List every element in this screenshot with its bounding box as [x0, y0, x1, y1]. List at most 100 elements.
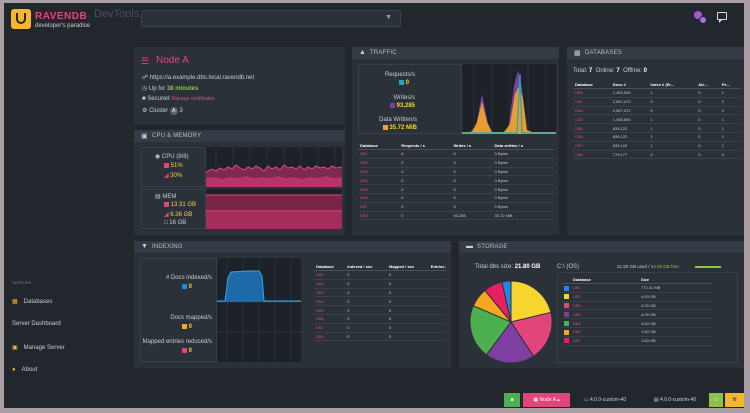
database-link[interactable]: DB3	[573, 114, 611, 125]
database-link[interactable]: DB3	[571, 301, 640, 311]
database-link[interactable]: DB8	[358, 211, 400, 221]
sidebar-item-databases[interactable]: ▦ Databases	[12, 298, 52, 305]
database-link[interactable]: DB2	[573, 88, 611, 98]
ravendb-logo[interactable]	[11, 9, 31, 29]
database-link[interactable]: DB5	[314, 305, 346, 315]
docs-mapped-value: 0	[188, 324, 192, 331]
cluster-nodes-icon[interactable]	[694, 11, 707, 24]
column-header[interactable]: Writes / s	[451, 142, 493, 150]
studio-version[interactable]: ▤ 4.0.0-custom-40	[645, 393, 705, 407]
panel-header: ▼ INDEXING	[134, 241, 451, 253]
table-row: DB2 1,406,594 1 0 1	[573, 88, 741, 98]
notifications-icon[interactable]	[717, 12, 727, 23]
column-header[interactable]: Database	[358, 142, 400, 150]
column-header[interactable]: Requests / s	[399, 142, 452, 150]
database-link[interactable]: DB6	[573, 132, 611, 142]
settings-button[interactable]: ⚒	[725, 393, 744, 407]
writes-value: 93,285	[396, 103, 415, 110]
node-panel: ☰ Node A ☍ https://a.example.dbs.local.r…	[134, 47, 345, 125]
database-link[interactable]: DB3	[358, 167, 400, 177]
column-header[interactable]: Entries reduced / sec	[428, 263, 446, 271]
column-header[interactable]: Docs #	[610, 81, 649, 89]
sidebar-item-about[interactable]: ● About	[12, 367, 37, 373]
table-cell: 1	[648, 88, 697, 98]
table-cell: 1.63 GB	[639, 336, 712, 346]
database-link[interactable]: DB2	[314, 279, 346, 289]
database-link[interactable]: DB8	[573, 150, 611, 160]
table-cell: 772.31 MB	[639, 283, 712, 293]
database-link[interactable]: DB4	[571, 309, 640, 320]
security-status-button[interactable]: ■	[504, 393, 520, 407]
column-header[interactable]: Indexed / sec	[345, 263, 388, 271]
database-link[interactable]: DB7	[573, 141, 611, 151]
top-bar: RAVENDB DevTools. developer's paradise ▼	[4, 3, 744, 35]
column-header[interactable]: Database	[571, 276, 640, 284]
database-link[interactable]: DB8	[314, 332, 346, 342]
column-header[interactable]: Database	[314, 263, 346, 271]
column-header[interactable]: Database	[573, 81, 611, 89]
database-link[interactable]: DB6	[358, 193, 400, 203]
table-cell	[428, 314, 446, 324]
storage-list-frame	[557, 272, 738, 363]
sidebar-item-server-dashboard[interactable]: Server Dashboard	[12, 321, 61, 327]
feedback-button[interactable]: □	[709, 393, 723, 407]
database-link[interactable]: DB2	[571, 292, 640, 302]
pie-slice[interactable]	[510, 280, 552, 323]
node-status-button[interactable]: ▣ Node A ▴	[523, 393, 570, 407]
column-header[interactable]: Data written / s	[492, 142, 554, 150]
table-cell: 0	[451, 149, 493, 159]
pie-slice[interactable]	[501, 280, 512, 323]
database-link[interactable]: DB4	[573, 106, 611, 116]
database-link[interactable]: DB6	[571, 327, 640, 337]
pie-slice[interactable]	[510, 311, 553, 357]
series-color-swatch	[564, 338, 569, 344]
database-link[interactable]: DB3	[314, 288, 346, 298]
table-cell: 0	[451, 158, 493, 168]
table-cell: 0	[387, 314, 429, 324]
pie-slice[interactable]	[485, 321, 535, 364]
storage-pie-chart	[469, 280, 553, 364]
database-select[interactable]: ▼	[141, 10, 401, 27]
table-cell: 2,567,472	[610, 97, 649, 107]
cpu-chart	[205, 147, 343, 187]
database-link[interactable]: DB1	[358, 149, 400, 159]
database-link[interactable]: DB7	[314, 323, 346, 333]
reduced-label: Mapped entries reduced/s	[142, 339, 212, 345]
table-cell: 0	[399, 175, 452, 186]
total-label: Total:	[573, 68, 588, 74]
node-url[interactable]: https://a.example.dbs.local.ravendb.net	[149, 75, 255, 81]
column-header[interactable]: Pe...	[719, 81, 741, 89]
table-cell: 0	[399, 149, 452, 159]
database-link[interactable]: DB4	[358, 175, 400, 186]
column-header[interactable]: Index # (Er...	[648, 81, 697, 89]
table-row: DB6 0 0 0 Bytes	[358, 193, 554, 203]
table-cell: 1	[648, 141, 697, 151]
column-header[interactable]: Ale...	[696, 81, 720, 89]
database-link[interactable]: DB7	[358, 202, 400, 212]
sidebar-item-manage-server[interactable]: ▣ Manage Server	[12, 344, 65, 351]
database-link[interactable]: DB5	[358, 184, 400, 194]
docs-indexed-label: # Docs indexed/s	[165, 275, 212, 281]
database-link[interactable]: DB1	[571, 283, 640, 293]
database-link[interactable]: DB2	[358, 158, 400, 168]
node-url-row: ☍ https://a.example.dbs.local.ravendb.ne…	[142, 74, 254, 81]
panel-title: STORAGE	[477, 244, 508, 250]
database-link[interactable]: DB6	[314, 314, 346, 324]
server-version[interactable]: ▭ 4.0.0-custom-40	[575, 393, 635, 407]
manage-certificates-link[interactable]: Manage certificates	[171, 96, 215, 102]
offline-count: 0	[643, 68, 647, 74]
database-link[interactable]: DB5	[573, 123, 611, 133]
database-link[interactable]: DB4	[314, 296, 346, 307]
table-cell: 779,177	[610, 150, 649, 160]
column-header[interactable]: Mapped / sec	[387, 263, 429, 271]
database-link[interactable]: DB7	[571, 336, 640, 346]
mapped-color-icon	[181, 324, 187, 329]
database-link[interactable]: DB1	[573, 97, 611, 107]
column-header[interactable]: Size	[639, 276, 712, 284]
table-row: DB3 1,406,594 1 0 1	[573, 114, 741, 125]
table-row: DB7 0 0 0 Bytes	[358, 202, 554, 212]
indexing-chart	[217, 258, 301, 362]
database-link[interactable]: DB1	[314, 270, 346, 280]
database-link[interactable]: DB5	[571, 318, 640, 328]
table-cell: 2,567,472	[610, 106, 649, 116]
